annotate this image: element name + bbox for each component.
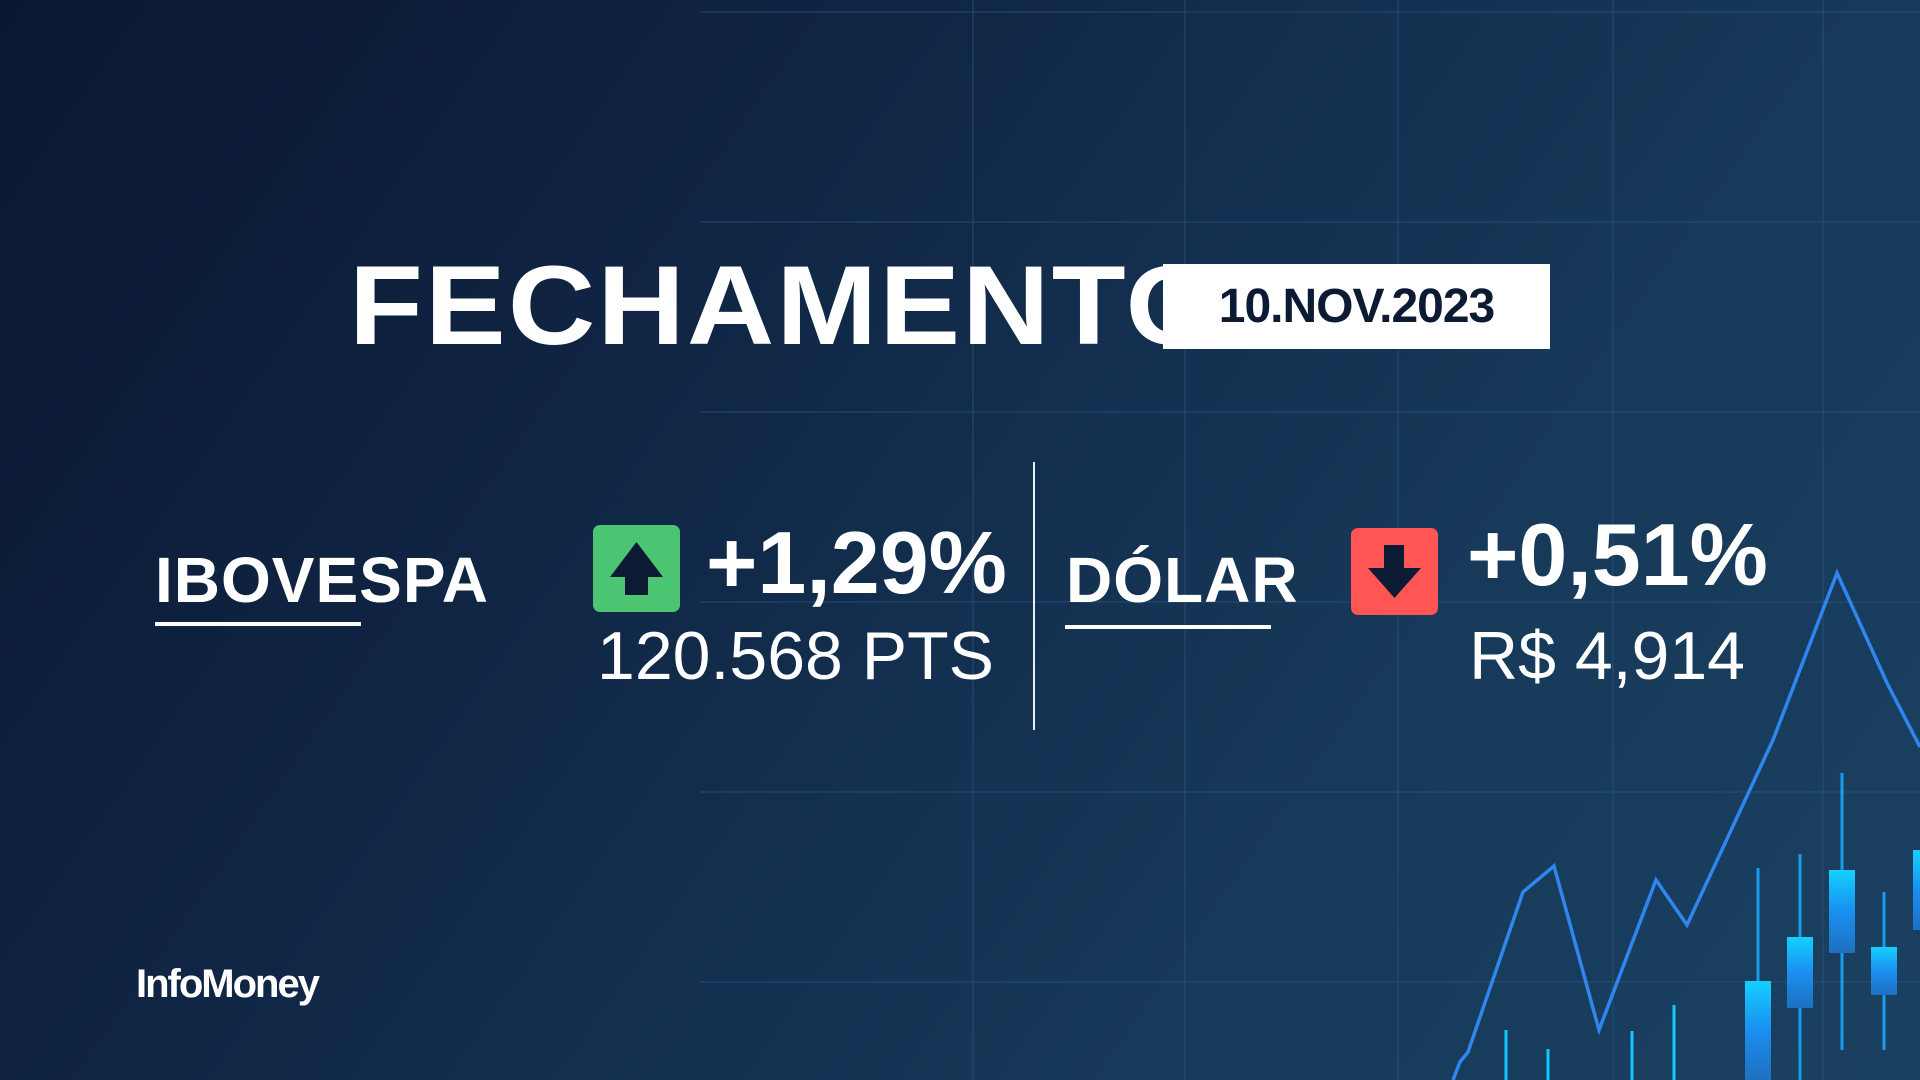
candle-body (1787, 937, 1813, 1008)
candle-body (1913, 850, 1920, 930)
up-indicator (593, 525, 680, 612)
grid-lines (700, 0, 1920, 1080)
candlesticks (1504, 773, 1920, 1080)
dolar-value: R$ 4,914 (1469, 618, 1745, 694)
arrow-up-icon (610, 542, 663, 595)
ibovespa-change: +1,29% (706, 513, 1007, 612)
candle-body (1829, 870, 1855, 953)
candle-body (1871, 947, 1897, 995)
ibovespa-label: IBOVESPA (155, 544, 489, 616)
candle-body (1745, 981, 1771, 1080)
divider (1033, 462, 1035, 730)
ibovespa-value: 120.568 PTS (597, 618, 994, 694)
dolar-label: DÓLAR (1066, 544, 1299, 616)
date-text: 10.NOV.2023 (1218, 280, 1495, 333)
date-badge: 10.NOV.2023 (1163, 264, 1550, 349)
infomoney-logo: InfoMoney (136, 962, 320, 1006)
arrow-down-icon (1368, 545, 1421, 598)
trend-line (1451, 568, 1920, 1080)
ibovespa-underline (155, 622, 361, 626)
dolar-underline (1065, 625, 1271, 629)
down-indicator (1351, 528, 1438, 615)
dolar-change: +0,51% (1467, 505, 1768, 604)
page-title: FECHAMENTO (349, 243, 1222, 368)
